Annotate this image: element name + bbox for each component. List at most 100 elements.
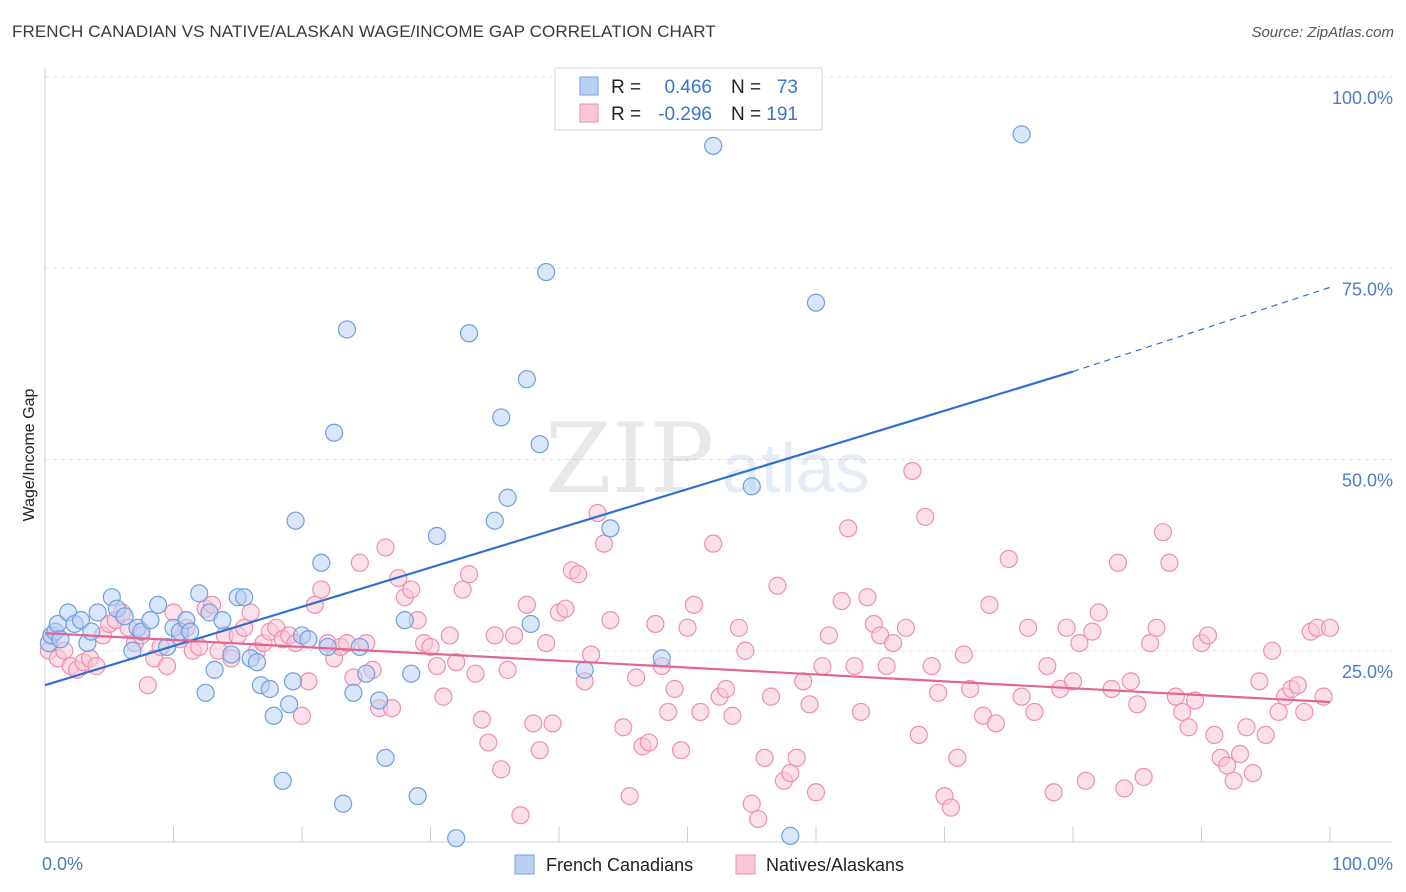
french-canadian-point — [427, 526, 447, 546]
native-alaskan-point — [761, 687, 781, 706]
native-alaskan-point — [961, 679, 980, 699]
native-alaskan-point — [1218, 756, 1237, 775]
stats-legend: R = 0.466 N = 73 R = -0.296 N = 191 — [554, 67, 823, 131]
native-alaskan-point — [1057, 618, 1076, 637]
native-alaskan-point — [517, 595, 536, 614]
chart-title: FRENCH CANADIAN VS NATIVE/ALASKAN WAGE/I… — [12, 22, 716, 41]
native-alaskan-point — [1134, 767, 1153, 787]
native-alaskan-point — [292, 706, 312, 725]
legend-n-value-2: 191 — [766, 104, 798, 125]
native-alaskan-point — [916, 507, 935, 526]
french-canadian-point — [492, 408, 511, 427]
native-alaskan-point — [479, 733, 498, 752]
legend-r-label-1: R = — [611, 77, 641, 98]
french-canadian-point — [652, 649, 671, 668]
native-alaskan-point — [684, 595, 704, 614]
native-alaskan-point — [626, 668, 646, 687]
series-legend-swatch-french — [514, 854, 535, 875]
native-alaskan-point — [819, 626, 838, 645]
french-canadian-point — [260, 679, 279, 699]
native-alaskan-point — [1179, 718, 1198, 737]
french-canadian-point — [115, 607, 134, 626]
watermark: ZIP atlas — [545, 403, 870, 515]
french-canadian-point — [806, 293, 826, 312]
chart-source: Source: ZipAtlas.com — [1251, 24, 1394, 41]
native-alaskan-point — [851, 702, 871, 722]
native-alaskan-point — [800, 695, 819, 714]
native-alaskan-point — [241, 603, 260, 622]
french-canadian-point — [247, 653, 267, 672]
native-alaskan-point — [485, 626, 504, 645]
native-alaskan-point — [556, 599, 575, 618]
native-alaskan-point — [537, 633, 556, 653]
native-alaskan-point — [941, 798, 961, 817]
french-canadian-point — [196, 683, 215, 702]
native-alaskan-point — [1288, 676, 1307, 695]
series-legend-french: French Canadians — [546, 855, 693, 875]
native-alaskan-point — [1038, 656, 1057, 676]
french-canadian-point — [235, 588, 254, 607]
native-alaskan-point — [1121, 672, 1140, 691]
french-canadian-point — [357, 664, 376, 683]
series-legend-swatch-native — [735, 854, 756, 875]
native-alaskan-point — [138, 676, 157, 695]
native-alaskan-point — [1295, 702, 1314, 722]
native-alaskan-point — [1185, 691, 1205, 710]
trend-line-french-canadians-extension — [1072, 286, 1331, 373]
french-canadian-point — [88, 603, 107, 622]
french-canadian-point — [181, 622, 200, 641]
native-alaskan-point — [928, 683, 948, 702]
native-alaskan-point — [402, 580, 421, 599]
series-legend-native: Natives/Alaskans — [766, 855, 904, 875]
trend-line-natives-alaskans — [44, 632, 1331, 704]
legend-swatch-french — [579, 76, 599, 96]
native-alaskan-point — [1160, 553, 1179, 572]
native-alaskan-point — [1250, 672, 1269, 691]
native-alaskan-point — [453, 580, 472, 599]
french-canadian-point — [537, 262, 556, 282]
french-canadian-point — [370, 691, 389, 710]
trend-lines — [44, 286, 1331, 704]
native-alaskan-point — [421, 637, 440, 657]
native-alaskan-point — [1198, 626, 1218, 645]
y-tick-label: 75.0% — [1342, 279, 1393, 299]
native-alaskan-point — [736, 641, 755, 660]
native-alaskan-point — [671, 741, 691, 760]
native-alaskan-point — [845, 656, 864, 676]
legend-r-value-1: 0.466 — [664, 77, 712, 98]
native-alaskan-point — [427, 656, 447, 676]
native-alaskan-point — [665, 679, 684, 699]
native-alaskan-point — [806, 783, 826, 802]
french-canadian-point — [530, 435, 549, 454]
native-alaskan-point — [472, 710, 491, 729]
native-alaskan-point — [1256, 725, 1275, 745]
french-canadian-point — [264, 706, 283, 725]
native-alaskan-point — [1263, 641, 1282, 660]
native-alaskan-point — [832, 591, 851, 611]
native-alaskan-point — [858, 588, 877, 607]
french-canadian-point — [71, 611, 91, 630]
native-alaskan-point — [903, 461, 922, 481]
french-canadian-point — [485, 511, 504, 530]
native-alaskan-point — [440, 626, 459, 645]
french-canadian-point — [459, 324, 479, 343]
native-alaskan-point — [492, 760, 511, 779]
native-alaskan-point — [1089, 603, 1108, 622]
native-alaskan-point — [749, 809, 768, 829]
native-alaskan-point — [999, 549, 1018, 569]
native-alaskan-point — [768, 576, 787, 595]
french-canadian-point — [344, 683, 363, 702]
french-canadian-point — [325, 423, 344, 442]
native-alaskan-point — [839, 519, 858, 538]
french-canadian-point — [141, 611, 160, 630]
native-alaskan-point — [620, 786, 639, 806]
native-alaskan-point — [948, 748, 967, 767]
legend-r-label-2: R = — [611, 104, 641, 125]
native-alaskan-point — [1243, 764, 1263, 783]
native-alaskan-point — [530, 741, 549, 760]
french-canadian-point — [222, 645, 241, 664]
native-alaskan-point — [299, 672, 318, 691]
french-canadian-point — [334, 794, 353, 813]
french-canadian-point — [517, 370, 536, 389]
native-alaskan-point — [1012, 687, 1031, 706]
